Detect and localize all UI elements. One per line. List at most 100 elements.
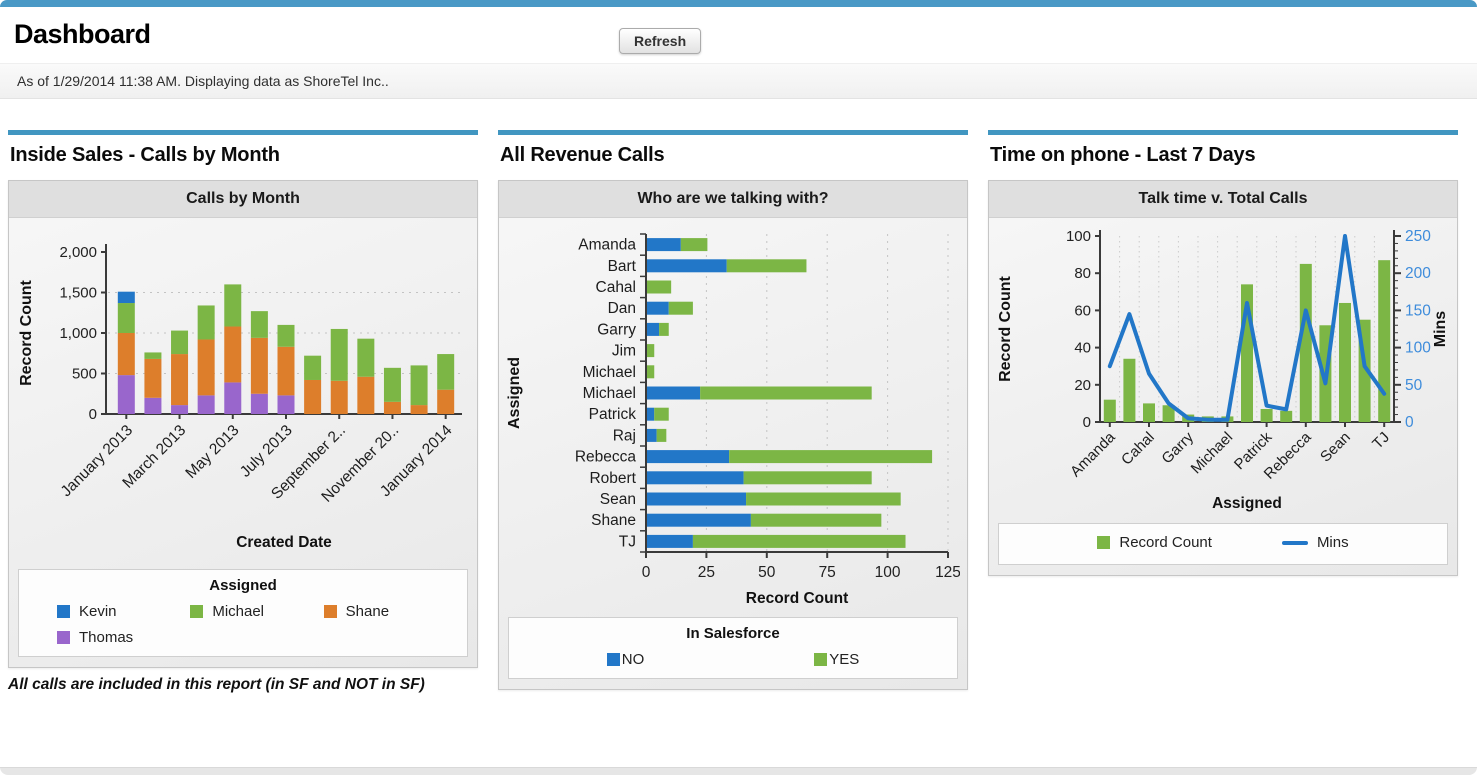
panel-accent-bar: [8, 130, 478, 135]
svg-text:40: 40: [1074, 340, 1091, 357]
legend-assigned: Assigned Kevin Michael: [18, 569, 468, 657]
panel-inside-sales: Inside Sales - Calls by Month Calls by M…: [8, 130, 478, 696]
bar-segment: [224, 284, 242, 327]
svg-text:Michael: Michael: [583, 385, 636, 402]
panel-title-all-revenue-calls: All Revenue Calls: [500, 144, 665, 166]
bar-segment: [197, 395, 215, 414]
bar-segment: [647, 428, 657, 442]
talk-time-chartbox: Talk time v. Total Calls 0 20 40 60 80 100 0 50…: [988, 180, 1458, 576]
bar-segment: [383, 367, 401, 402]
legend-assigned-items: Kevin Michael Shane: [29, 603, 457, 646]
bar-segment: [743, 471, 872, 485]
svg-text:Robert: Robert: [589, 470, 636, 487]
bar-segment: [647, 259, 727, 273]
svg-text:Jim: Jim: [612, 343, 636, 360]
legend-talk-time: Record Count Mins: [998, 523, 1448, 565]
bar-segment: [647, 492, 747, 506]
refresh-button[interactable]: Refresh: [619, 28, 702, 54]
svg-text:Patrick: Patrick: [589, 406, 637, 423]
talk-time-chart-title: Talk time v. Total Calls: [989, 181, 1457, 218]
svg-text:Michael: Michael: [583, 364, 636, 381]
bar-segment: [197, 339, 215, 396]
svg-text:500: 500: [72, 366, 97, 383]
svg-text:60: 60: [1074, 302, 1091, 319]
bar-segment: [330, 328, 348, 381]
bar-segment: [729, 450, 933, 464]
svg-text:Michael: Michael: [1188, 429, 1237, 478]
svg-text:0: 0: [89, 406, 97, 423]
calls-by-month-chart-body: 0 500 1,000 1,500 2,000 January 2013 March 201…: [9, 218, 477, 667]
bar-segment: [692, 534, 906, 548]
svg-text:TJ: TJ: [1369, 429, 1393, 453]
bar-segment: [171, 330, 189, 355]
bar-segment: [647, 344, 655, 358]
bar-segment: [668, 301, 693, 315]
bar-segment: [171, 354, 189, 406]
bottom-edge-strip: [0, 767, 1477, 775]
who-talking-chart-body: 0 25 50 75 100 125 Amanda Bart Cahal Dan Garry Jim M…: [499, 218, 967, 689]
talk-time-chart-body: 0 20 40 60 80 100 0 50 100 150 200 250 Amanda Cahal Ga…: [989, 218, 1457, 575]
legend-in-salesforce-title: In Salesforce: [686, 625, 780, 642]
svg-text:20: 20: [1074, 377, 1091, 394]
bar-segment: [144, 352, 162, 359]
bar-segment: [659, 322, 669, 336]
bar-segment: [647, 322, 660, 336]
legend-label-mins: Mins: [1316, 534, 1349, 551]
svg-text:100: 100: [1066, 228, 1091, 245]
bar: [1339, 302, 1351, 422]
bar-segment: [410, 405, 428, 414]
who-talking-chartbox: Who are we talking with? 0 25 50 75 100 125 Am…: [498, 180, 968, 690]
bar-segment: [171, 405, 189, 414]
bar: [1103, 399, 1116, 422]
bar-segment: [197, 305, 215, 340]
bar-segment: [410, 365, 428, 406]
legend-label-record-count: Record Count: [1119, 534, 1212, 551]
status-text: As of 1/29/2014 11:38 AM. Displaying dat…: [17, 73, 389, 89]
svg-text:Raj: Raj: [613, 427, 636, 444]
svg-text:50: 50: [1405, 377, 1423, 394]
bar-segment: [304, 355, 322, 380]
legend-in-salesforce-items: NO YES: [519, 651, 947, 668]
legend-label-kevin: Kevin: [79, 603, 117, 620]
svg-text:Assigned: Assigned: [506, 357, 523, 429]
panel-title-inside-sales: Inside Sales - Calls by Month: [10, 144, 280, 166]
kevin-swatch-icon: [57, 605, 70, 618]
bar-segment: [726, 259, 807, 273]
page-title: Dashboard: [14, 19, 151, 49]
svg-text:Rebecca: Rebecca: [575, 449, 637, 466]
bar-segment: [144, 397, 162, 414]
legend-in-salesforce: In Salesforce NO YES: [508, 617, 958, 679]
panel-title-time-on-phone: Time on phone - Last 7 Days: [990, 144, 1256, 166]
bar: [1162, 405, 1175, 422]
michael-swatch-icon: [190, 605, 204, 618]
top-accent-strip: [0, 0, 1477, 7]
bar-segment: [647, 450, 730, 464]
bar-segment: [680, 238, 708, 252]
report-footnote: All calls are included in this report (i…: [8, 676, 425, 693]
thomas-swatch-icon: [57, 631, 70, 644]
legend-item-record-count: Record Count: [1097, 534, 1212, 551]
svg-text:Cahal: Cahal: [1118, 429, 1158, 469]
bar: [1123, 358, 1136, 422]
panel-accent-bar: [498, 130, 968, 135]
legend-item-michael: Michael: [190, 603, 323, 620]
legend-label-thomas: Thomas: [79, 629, 134, 646]
bar-segment: [117, 291, 135, 304]
bar-segment: [277, 395, 295, 414]
bar-segment: [224, 326, 242, 383]
who-talking-chart[interactable]: 0 25 50 75 100 125 Amanda Bart Cahal Dan Garry Jim M…: [504, 222, 961, 608]
bar-segment: [647, 534, 693, 548]
calls-by-month-chartbox: Calls by Month 0 500 1,000 1,500 2,000 Januar…: [8, 180, 478, 668]
bar: [1260, 408, 1273, 422]
panel-all-revenue-calls: All Revenue Calls Who are we talking wit…: [498, 130, 968, 696]
svg-text:Amanda: Amanda: [578, 237, 636, 254]
who-talking-chart-title: Who are we talking with?: [499, 181, 967, 218]
svg-text:0: 0: [1405, 414, 1414, 431]
bar-segment: [647, 386, 701, 400]
legend-item-no: NO: [606, 651, 644, 668]
svg-text:TJ: TJ: [619, 533, 636, 550]
bar-segment: [647, 471, 744, 485]
bar: [1299, 263, 1312, 422]
